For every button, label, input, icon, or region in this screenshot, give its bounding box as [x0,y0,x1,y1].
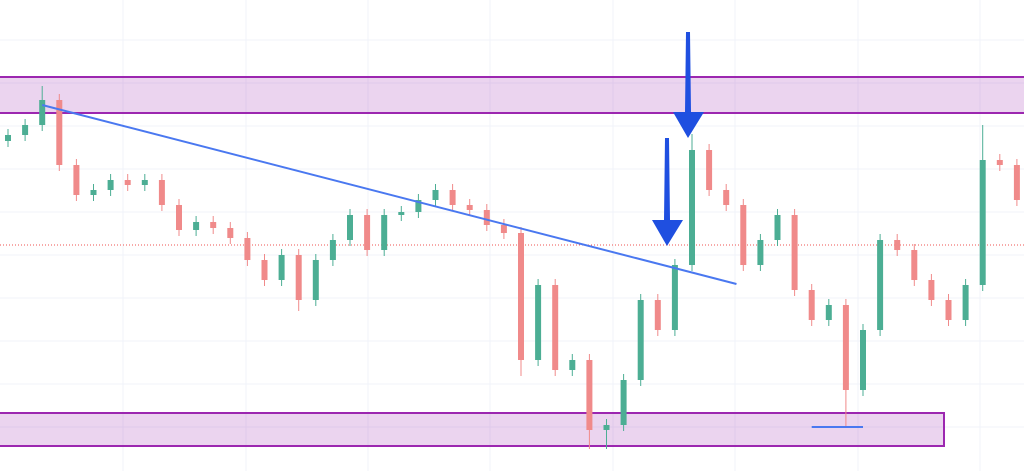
candle-body [842,305,849,390]
candle-body [176,205,182,230]
arrows [652,32,704,246]
candle-body [586,360,593,430]
arrow [652,138,683,246]
candle-body [90,190,97,195]
candle-body [466,205,473,210]
candle-body [500,225,507,233]
candle-body [654,300,661,330]
candle-body [877,240,884,330]
candle-body [911,250,918,280]
candle-body [996,160,1003,165]
candle-body [535,285,542,360]
candle-body [757,240,764,265]
candle-body [774,215,781,240]
candle-body [295,255,302,300]
candle-body [569,360,576,370]
candle-body [860,330,866,390]
candle-body [244,238,251,260]
candle-body [979,160,986,285]
candle-body [158,180,165,205]
candle-body [603,425,610,430]
trendline [41,104,737,285]
candle-body [432,190,439,200]
plot [0,76,1024,449]
candle-body [808,290,815,320]
candle-body [210,222,217,228]
candle-body [398,212,405,215]
candle-body [381,215,388,250]
candle-body [740,205,747,265]
candle-body [312,260,319,300]
candle-body [347,215,353,240]
candle-body [415,200,422,212]
candle-body [689,150,695,265]
zone [0,412,945,447]
candle-body [928,280,935,300]
candle-body [706,150,713,190]
candle-body [671,265,678,330]
candle-body [894,240,901,250]
candle-body [825,305,832,320]
candle-body [73,165,80,195]
candle-body [141,180,148,185]
candle-body [22,125,29,135]
candle-body [124,180,131,185]
candle-body [791,215,798,290]
candle-body [552,285,559,370]
candle-body [620,380,627,425]
candle-body [278,255,285,280]
candle-body [483,210,490,225]
candle-body [261,260,268,280]
candle-body [945,300,952,320]
candle-body [56,100,63,165]
candle-body [364,215,371,250]
candle-body [449,190,456,205]
candle-body [329,240,336,260]
candle-body [962,285,969,320]
candle-body [227,228,234,238]
zone [0,76,1024,114]
candle-body [107,180,114,190]
candle-body [193,222,200,230]
candle-body [1013,165,1020,200]
candle-body [723,190,730,205]
candle-body [637,300,644,380]
candle-body [39,100,46,125]
candle-body [5,135,11,141]
candle-body [518,233,524,360]
arrow [673,32,704,138]
